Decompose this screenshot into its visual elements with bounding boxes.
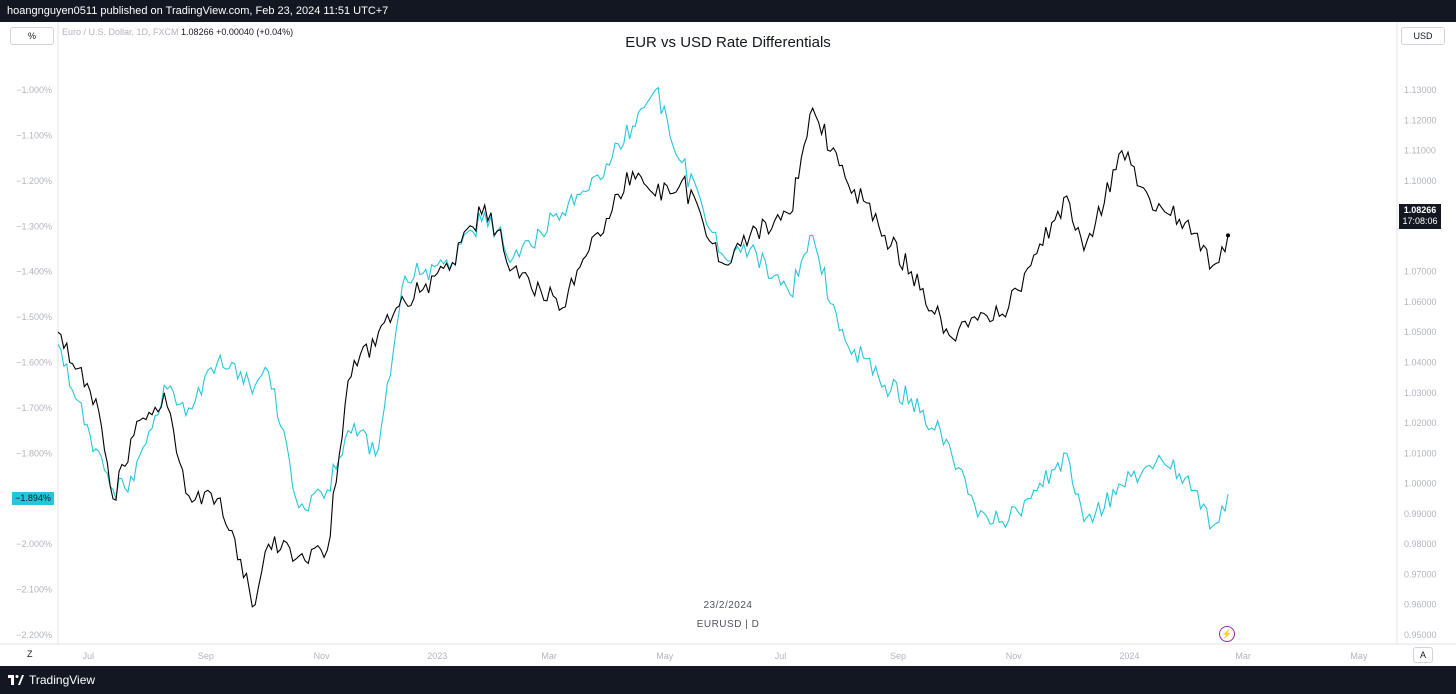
right-tick-label: 1.10000	[1404, 176, 1437, 186]
right-tick-label: 0.95000	[1404, 630, 1437, 640]
time-tick-label: Jul	[775, 651, 787, 661]
right-tick-label: 1.04000	[1404, 358, 1437, 368]
right-tick-label: 1.07000	[1404, 267, 1437, 277]
left-tick-label: −1.700%	[16, 403, 52, 413]
time-tick-label: May	[656, 651, 674, 661]
left-tick-label: −2.100%	[16, 585, 52, 595]
time-tick-label: Nov	[1006, 651, 1023, 661]
eurusd-last-point	[1226, 233, 1230, 238]
published-text: hoangnguyen0511 published on TradingView…	[7, 5, 389, 17]
right-tick-label: 0.97000	[1404, 569, 1437, 579]
eurusd-price-line[interactable]	[57, 106, 1229, 608]
series-legend[interactable]: Euro / U.S. Dollar, 1D, FXCM 1.08266 +0.…	[62, 27, 293, 37]
bar-countdown: 17:08:06	[1402, 216, 1438, 226]
right-tick-label: 1.13000	[1404, 85, 1437, 95]
auto-scale-button[interactable]: A	[1413, 647, 1433, 663]
watermark-symbol: EURUSD | D	[696, 619, 760, 630]
right-tick-label: 1.06000	[1404, 297, 1437, 307]
right-tick-label: 1.02000	[1404, 418, 1437, 428]
legend-last-value: 1.08266	[181, 27, 214, 37]
time-tick-label: Jul	[83, 651, 95, 661]
right-tick-label: 1.03000	[1404, 388, 1437, 398]
left-tick-label: −1.000%	[16, 85, 52, 95]
left-tick-label: −1.600%	[16, 358, 52, 368]
legend-change: +0.00040 (+0.04%)	[216, 27, 294, 37]
time-tick-label: 2023	[427, 651, 447, 661]
left-tick-label: −1.100%	[16, 130, 52, 140]
chart-canvas[interactable]: −1.000% −1.100% −1.200% −1.300% −1.400% −1.50…	[0, 22, 1456, 666]
time-tick-label: Sep	[198, 651, 214, 661]
right-tick-label: 1.11000	[1404, 146, 1436, 156]
last-price-value: 1.08266	[1403, 205, 1437, 215]
tradingview-brand: TradingView	[29, 673, 96, 687]
right-tick-label: 1.05000	[1404, 327, 1437, 337]
right-tick-label: 0.98000	[1404, 539, 1437, 549]
watermark-date: 23/2/2024	[703, 600, 753, 611]
left-tick-label: −1.400%	[16, 267, 52, 277]
published-header: hoangnguyen0511 published on TradingView…	[0, 0, 1456, 22]
left-tick-label: −1.300%	[16, 221, 52, 231]
right-scale-button[interactable]: USD	[1401, 27, 1445, 45]
right-tick-label: 1.00000	[1404, 479, 1437, 489]
right-tick-label: 1.01000	[1404, 448, 1437, 458]
right-tick-label: 0.99000	[1404, 509, 1437, 519]
time-tick-label: 2024	[1119, 651, 1139, 661]
left-tick-label: −2.200%	[16, 630, 52, 640]
right-tick-label: 1.12000	[1404, 115, 1437, 125]
time-tick-label: Mar	[1235, 651, 1251, 661]
differential-last-tag: −1.894%	[12, 492, 54, 505]
tradingview-logo-icon	[8, 675, 24, 685]
left-tick-label: −1.200%	[16, 176, 52, 186]
rate-differential-line[interactable]	[57, 86, 1229, 531]
zoom-reset-button[interactable]: Z	[27, 649, 33, 659]
right-tick-label: 0.96000	[1404, 600, 1437, 610]
left-tick-label: −1.800%	[16, 448, 52, 458]
left-tick-label: −1.500%	[16, 312, 52, 322]
legend-symbol: Euro / U.S. Dollar, 1D, FXCM	[62, 27, 179, 37]
time-tick-label: Mar	[541, 651, 557, 661]
chart-pane[interactable]: −1.000% −1.100% −1.200% −1.300% −1.400% −1.50…	[0, 22, 1456, 666]
last-price-tag: 1.08266 17:08:06	[1399, 204, 1441, 229]
left-tick-label: −2.000%	[16, 539, 52, 549]
chart-title: EUR vs USD Rate Differentials	[625, 34, 831, 51]
lightning-icon[interactable]: ⚡	[1219, 626, 1235, 642]
time-tick-label: Nov	[314, 651, 331, 661]
footer-bar: TradingView	[0, 666, 1456, 694]
time-tick-label: May	[1350, 651, 1368, 661]
tradingview-logo[interactable]: TradingView	[8, 673, 95, 687]
time-tick-label: Sep	[890, 651, 906, 661]
left-scale-button[interactable]: %	[10, 27, 54, 45]
